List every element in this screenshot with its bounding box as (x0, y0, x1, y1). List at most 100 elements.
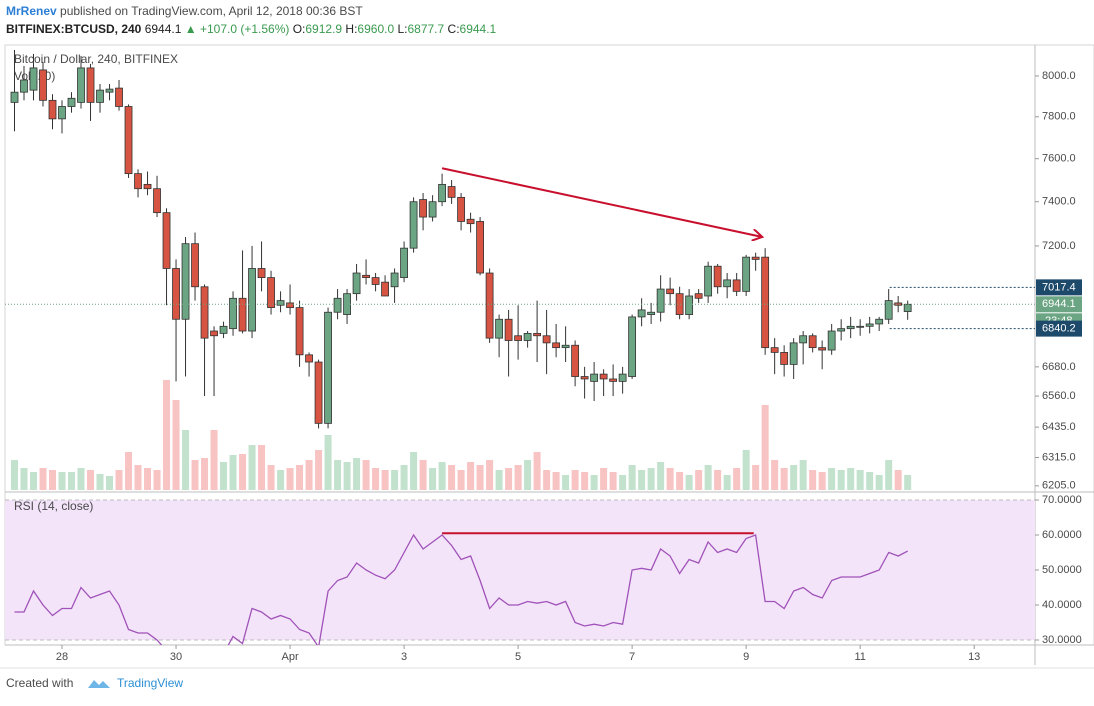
volume-bar (20, 468, 28, 490)
candle-body (428, 201, 437, 218)
candle-body (628, 316, 637, 377)
volume-bar (885, 460, 893, 490)
candle-body (894, 302, 903, 306)
volume-bar (543, 470, 551, 490)
price-label: 6944.1 (1042, 298, 1076, 310)
candle-body (153, 188, 161, 214)
volume-bar (628, 465, 636, 490)
candle-body (20, 79, 28, 93)
candle-body (827, 330, 836, 351)
candle-body (599, 373, 608, 380)
symbol: BITFINEX:BTCUSD, 240 (6, 22, 142, 36)
candle-body (191, 243, 199, 288)
volume-bar (68, 472, 76, 490)
candle-body (48, 99, 57, 120)
volume-bar (11, 460, 19, 490)
volume-bar (191, 460, 199, 490)
volume-bar (324, 435, 332, 490)
volume-bar (904, 475, 912, 490)
footer: Created with TradingView (6, 676, 183, 690)
candle-body (267, 277, 275, 308)
candle-body (618, 373, 627, 382)
candle-body (856, 325, 865, 328)
candle-body (29, 67, 38, 91)
candle-body (647, 311, 656, 315)
volume-bar (391, 470, 399, 490)
y-tick-label: 8000.0 (1042, 70, 1076, 82)
volume-bar (286, 468, 294, 490)
ohlc-label: C: (448, 22, 460, 36)
volume-bar (552, 472, 560, 490)
volume-bar (267, 465, 275, 490)
y-tick-label: 6205.0 (1042, 480, 1076, 492)
volume-bar (666, 468, 674, 490)
volume-bar (210, 430, 218, 490)
candle-body (485, 272, 494, 339)
candle-body (352, 272, 361, 295)
candle-body (257, 268, 266, 278)
candle-body (523, 332, 532, 341)
candle-body (39, 69, 47, 101)
candle-body (751, 256, 760, 260)
ohlc-label: L: (397, 22, 407, 36)
y-tick-label: 30.0000 (1042, 634, 1082, 646)
volume-bar (258, 445, 266, 490)
volume-bar (39, 468, 47, 490)
volume-bar (695, 470, 703, 490)
candle-body (637, 309, 646, 318)
pane-title: RSI (14, close) (14, 499, 93, 513)
candle-body (495, 318, 503, 339)
candle-body (86, 67, 95, 103)
candle-body (58, 106, 66, 120)
y-tick-label: 6315.0 (1042, 451, 1076, 463)
trendline (441, 167, 762, 237)
candle-body (656, 288, 665, 313)
volume-bar (153, 470, 161, 490)
candle-body (200, 286, 209, 339)
volume-bar (514, 465, 522, 490)
ohlc-value: 6877.7 (407, 22, 444, 36)
rsi-line (14, 533, 908, 645)
candle-body (609, 378, 618, 382)
header-line-1: MrRenev published on TradingView.com, Ap… (6, 4, 363, 18)
candle-body (476, 221, 484, 274)
volume-bar (448, 465, 456, 490)
author[interactable]: MrRenev (6, 4, 57, 18)
volume-bar (58, 472, 66, 490)
y-tick-label: 6435.0 (1042, 421, 1076, 433)
volume-bar (685, 475, 693, 490)
y-tick-label: 60.0000 (1042, 529, 1082, 541)
candle-body (808, 335, 817, 349)
volume-bar (125, 452, 133, 490)
volume-bar (96, 474, 104, 490)
candle-body (789, 342, 798, 365)
volume-bar (571, 470, 579, 490)
candle-body (818, 347, 827, 351)
volume-bar (524, 460, 532, 490)
candle-body (713, 265, 722, 288)
volume-bar (106, 476, 114, 490)
volume-bar (780, 468, 788, 490)
volume-bar (866, 472, 874, 490)
x-tick-label: 30 (170, 651, 182, 663)
volume-bar (248, 445, 256, 490)
candle-body (381, 281, 389, 297)
footer-brand[interactable]: TradingView (117, 676, 183, 690)
published: published on TradingView.com, April 12, … (60, 4, 363, 18)
price-label: 6840.2 (1042, 323, 1076, 335)
candle-body (10, 91, 19, 103)
footer-text: Created with (6, 676, 73, 690)
candle-body (400, 247, 408, 278)
candle-body (447, 186, 456, 198)
volume-bar (894, 470, 902, 490)
volume-bar (334, 460, 342, 490)
volume-bar (647, 468, 655, 490)
y-tick-label: 7600.0 (1042, 153, 1076, 165)
change: ▲ +107.0 (+1.56%) (185, 22, 290, 36)
volume-bar (818, 472, 826, 490)
candle-body (903, 303, 912, 312)
candle-body (286, 302, 294, 308)
candle-body (533, 332, 542, 337)
volume-bar (856, 470, 864, 490)
candle-body (837, 328, 846, 332)
